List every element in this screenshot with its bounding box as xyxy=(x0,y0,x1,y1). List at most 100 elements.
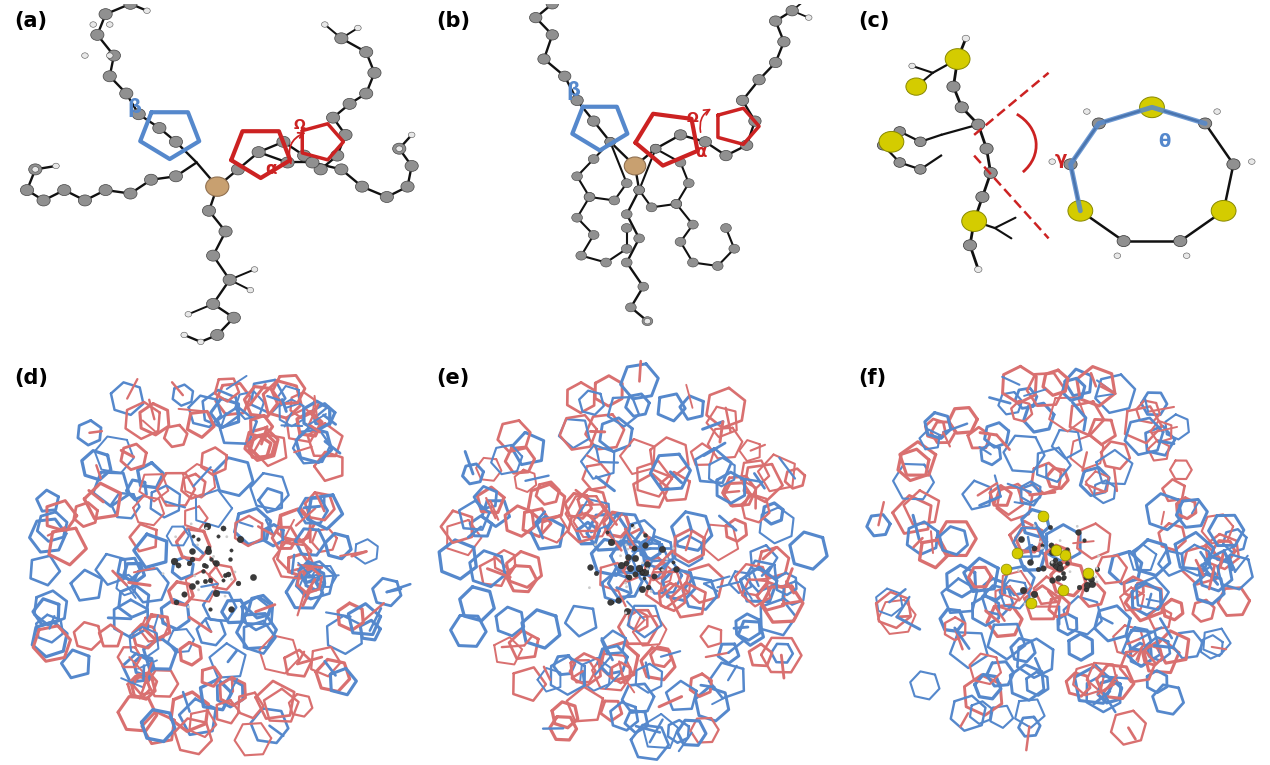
Point xyxy=(620,562,640,575)
Point xyxy=(188,532,208,545)
Circle shape xyxy=(359,47,373,57)
Point xyxy=(208,530,229,542)
Text: (f): (f) xyxy=(859,369,886,389)
Point xyxy=(1031,539,1052,552)
Point xyxy=(188,539,208,551)
Circle shape xyxy=(878,141,889,150)
Point xyxy=(1074,535,1095,547)
Circle shape xyxy=(321,21,328,28)
Point xyxy=(1067,520,1087,532)
Point xyxy=(1060,565,1081,578)
Circle shape xyxy=(409,132,415,138)
Point xyxy=(1033,562,1053,575)
Circle shape xyxy=(621,179,632,187)
Point xyxy=(1055,549,1076,562)
Point xyxy=(1012,584,1033,596)
Point xyxy=(182,580,202,592)
Point xyxy=(187,576,207,588)
Circle shape xyxy=(963,35,969,41)
Circle shape xyxy=(107,53,113,58)
Circle shape xyxy=(52,163,60,169)
Circle shape xyxy=(1248,159,1255,164)
Point xyxy=(1053,552,1073,564)
Circle shape xyxy=(297,150,311,161)
Circle shape xyxy=(401,181,414,192)
Circle shape xyxy=(740,140,753,151)
Circle shape xyxy=(396,146,403,151)
Point xyxy=(632,557,653,569)
Circle shape xyxy=(169,136,183,148)
Point xyxy=(193,558,213,571)
Circle shape xyxy=(914,137,926,147)
Point xyxy=(1086,571,1106,583)
Circle shape xyxy=(770,16,782,26)
Circle shape xyxy=(1068,200,1092,221)
Circle shape xyxy=(224,274,236,285)
Point xyxy=(1081,573,1101,585)
Circle shape xyxy=(650,145,662,153)
Point xyxy=(617,551,638,563)
Point xyxy=(230,533,250,545)
Point xyxy=(244,571,264,584)
Circle shape xyxy=(1199,118,1212,129)
Circle shape xyxy=(1114,253,1120,259)
Circle shape xyxy=(343,99,357,109)
Circle shape xyxy=(572,95,583,106)
Point xyxy=(168,559,188,571)
Point xyxy=(644,570,664,582)
Circle shape xyxy=(737,95,749,106)
Circle shape xyxy=(359,88,373,99)
Circle shape xyxy=(1118,236,1130,246)
Circle shape xyxy=(674,130,687,140)
Circle shape xyxy=(330,150,344,161)
Point xyxy=(164,555,184,568)
Circle shape xyxy=(605,137,616,146)
Point xyxy=(1050,535,1071,547)
Circle shape xyxy=(248,288,254,293)
Point xyxy=(1078,567,1099,579)
Circle shape xyxy=(202,205,216,216)
Circle shape xyxy=(99,184,112,196)
Point xyxy=(616,581,636,593)
Text: (c): (c) xyxy=(859,11,890,31)
Point xyxy=(1015,597,1035,610)
Point xyxy=(1033,510,1053,522)
Point xyxy=(215,590,235,602)
Circle shape xyxy=(720,223,732,233)
Circle shape xyxy=(671,200,682,208)
Circle shape xyxy=(197,339,204,344)
Circle shape xyxy=(914,164,926,174)
Point xyxy=(1082,578,1102,591)
Circle shape xyxy=(152,122,166,134)
Circle shape xyxy=(99,8,112,20)
Point xyxy=(629,563,649,575)
Point xyxy=(611,550,631,562)
Point xyxy=(198,545,218,558)
Circle shape xyxy=(626,303,636,312)
Point xyxy=(215,569,235,581)
Point xyxy=(182,552,202,565)
Point xyxy=(1053,572,1073,584)
Circle shape xyxy=(107,21,113,28)
Circle shape xyxy=(972,119,986,130)
Text: γ: γ xyxy=(1055,150,1067,168)
Point xyxy=(625,542,645,554)
Circle shape xyxy=(575,251,587,260)
Point xyxy=(635,565,655,578)
Point xyxy=(165,596,185,608)
Circle shape xyxy=(380,191,394,203)
Point xyxy=(641,585,662,597)
Circle shape xyxy=(671,200,682,208)
Point xyxy=(1069,581,1090,594)
Circle shape xyxy=(405,161,418,171)
Point xyxy=(617,605,638,617)
Point xyxy=(1020,556,1040,568)
Circle shape xyxy=(584,193,594,201)
Circle shape xyxy=(914,85,918,88)
Circle shape xyxy=(559,71,572,81)
Point xyxy=(1045,560,1066,572)
Point xyxy=(1020,598,1040,610)
Circle shape xyxy=(720,151,733,161)
Circle shape xyxy=(980,143,993,155)
Circle shape xyxy=(207,298,220,309)
